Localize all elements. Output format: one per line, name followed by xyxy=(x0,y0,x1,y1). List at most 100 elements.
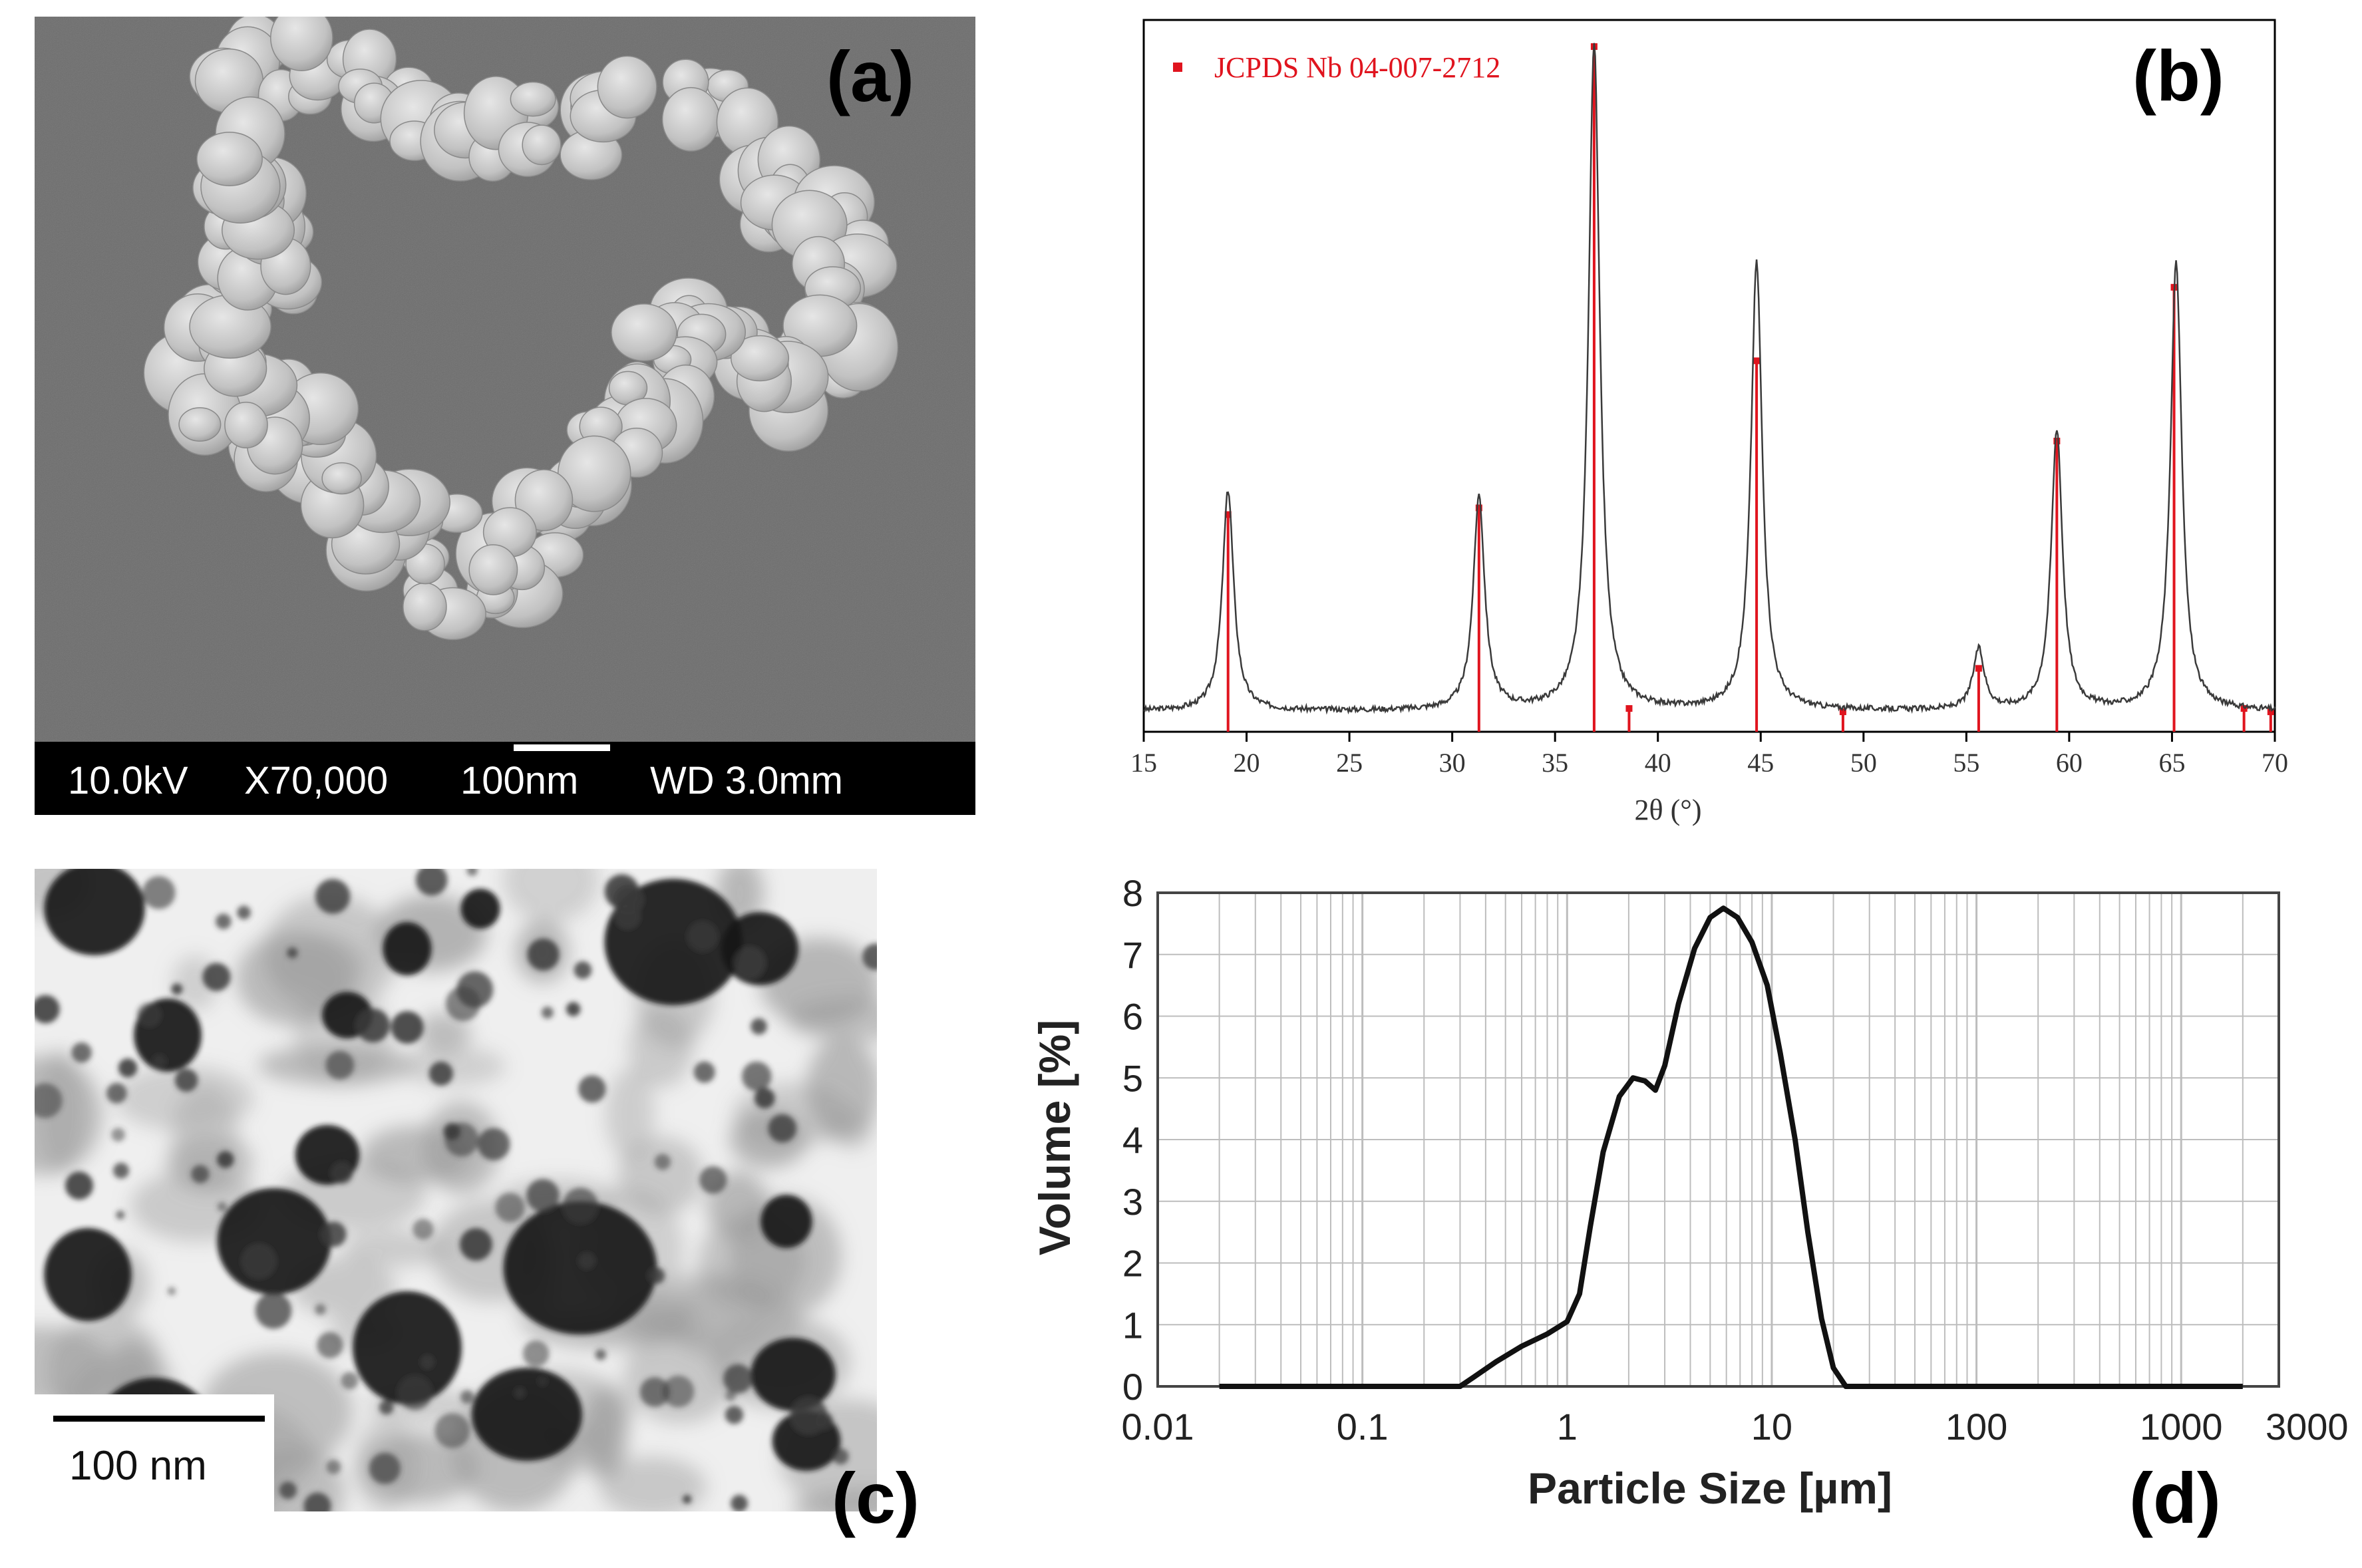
xrd-trace xyxy=(1143,43,2276,715)
tem-small-particle xyxy=(111,1128,125,1142)
particle-size-panel: 0 1 2 3 4 5 6 7 8 0.01 0.1 1 10 100 1000 3000 Volume [… xyxy=(991,871,2362,1568)
panel-label-b: (b) xyxy=(2132,35,2224,116)
tem-small-particle xyxy=(578,1075,606,1103)
tem-small-particle xyxy=(731,1495,748,1511)
tem-micrograph-panel: 100 nm xyxy=(35,869,877,1511)
tem-small-particle xyxy=(287,947,298,959)
sem-voltage: 10.0kV xyxy=(68,759,188,802)
tem-small-particle xyxy=(639,1377,670,1407)
x-tick-label: 15 xyxy=(1130,748,1157,778)
tem-small-particle xyxy=(595,1349,606,1360)
tem-small-particle xyxy=(456,971,494,1009)
tem-small-particle xyxy=(152,1054,166,1068)
tem-small-particle xyxy=(434,1412,470,1448)
sem-info-bar xyxy=(35,742,975,815)
y-axis-label: Volume [%] xyxy=(1030,1020,1079,1255)
x-tick-label: 30 xyxy=(1439,748,1466,778)
sem-grain xyxy=(510,81,556,117)
xrd-panel: 15 20 25 30 35 40 45 50 55 60 65 70 JCPDS Nb 04-007… xyxy=(1101,0,2362,845)
sem-scale-label: 100nm xyxy=(460,759,578,802)
sem-grain xyxy=(270,17,333,71)
sem-grain xyxy=(611,303,677,362)
x-tick-label: 45 xyxy=(1747,748,1774,778)
tem-particle xyxy=(760,1195,812,1248)
y-tick-label: 6 xyxy=(1122,996,1143,1038)
tem-small-particle xyxy=(255,1292,292,1329)
tem-small-particle xyxy=(35,1083,63,1118)
tem-film-region xyxy=(806,1036,877,1141)
tem-film-region xyxy=(792,1489,877,1511)
reference-marker xyxy=(1224,511,1232,518)
tem-small-particle xyxy=(477,1128,510,1161)
reference-marker xyxy=(2240,705,2248,712)
tem-small-particle xyxy=(579,1253,595,1269)
tem-film-region xyxy=(263,894,397,1015)
tem-small-particle xyxy=(315,1303,326,1315)
x-tick-label: 20 xyxy=(1234,748,1260,778)
tem-particle xyxy=(751,1338,836,1411)
tem-scale-bar xyxy=(53,1416,265,1422)
panel-label-d: (d) xyxy=(2129,1458,2221,1538)
tem-small-particle xyxy=(216,1151,234,1168)
sem-grain xyxy=(178,407,222,442)
y-tick-label: 7 xyxy=(1122,934,1143,976)
tem-small-particle xyxy=(167,1287,176,1295)
tem-particle xyxy=(44,869,145,955)
sem-grain xyxy=(196,131,263,186)
sem-grain xyxy=(597,55,657,119)
tem-small-particle xyxy=(413,1219,434,1240)
tem-small-particle xyxy=(113,1162,129,1179)
sem-grain xyxy=(468,544,518,595)
tem-small-particle xyxy=(790,1397,828,1434)
tem-small-particle xyxy=(321,1221,347,1247)
tem-scale-box xyxy=(35,1394,274,1511)
reference-sticks xyxy=(1224,43,2274,732)
tem-small-particle xyxy=(725,1390,737,1401)
panel-label-c: (c) xyxy=(832,1458,920,1538)
y-tick-label: 1 xyxy=(1122,1304,1143,1346)
tem-small-particle xyxy=(116,1210,125,1219)
tem-small-particle xyxy=(648,1267,665,1284)
reference-marker xyxy=(1839,708,1846,715)
x-axis-ticks: 15 20 25 30 35 40 45 50 55 60 65 70 xyxy=(1130,732,2288,778)
psd-chart: 0 1 2 3 4 5 6 7 8 0.01 0.1 1 10 100 1000 3000 Volume [… xyxy=(1030,872,2349,1513)
x-tick-label: 70 xyxy=(2262,748,2288,778)
tem-small-particle xyxy=(65,1172,94,1200)
tem-small-particle xyxy=(832,1448,849,1465)
x-tick-label: 100 xyxy=(1945,1406,2007,1448)
tem-film-region xyxy=(417,1012,471,1053)
reference-marker xyxy=(2267,708,2274,715)
tem-film-region xyxy=(628,1007,693,1088)
y-tick-label: 8 xyxy=(1122,872,1143,914)
tem-small-particle xyxy=(191,1165,210,1183)
tem-film-region xyxy=(341,1230,450,1267)
x-tick-label: 65 xyxy=(2158,748,2185,778)
tem-small-particle xyxy=(514,1388,525,1398)
x-tick-label: 3000 xyxy=(2266,1406,2349,1448)
tem-small-particle xyxy=(733,947,766,979)
tem-particle xyxy=(471,1368,583,1461)
x-tick-label: 35 xyxy=(1542,748,1568,778)
tem-small-particle xyxy=(202,963,231,991)
tem-small-particle xyxy=(693,1061,715,1083)
tem-small-particle xyxy=(768,1114,797,1143)
tem-small-particle xyxy=(326,1460,341,1475)
tem-film-region xyxy=(582,1388,628,1480)
sem-image: 10.0kV X70,000 100nm WD 3.0mm xyxy=(35,17,975,815)
tem-film-region xyxy=(617,1136,704,1215)
sem-working-distance: WD 3.0mm xyxy=(650,759,843,802)
x-tick-label: 10 xyxy=(1751,1406,1792,1448)
tem-small-particle xyxy=(331,1162,353,1184)
tem-film-region xyxy=(605,1068,655,1160)
tem-small-particle xyxy=(136,1003,162,1027)
sem-grain xyxy=(321,462,362,495)
tem-film-region xyxy=(729,1110,808,1168)
tem-small-particle xyxy=(428,1061,453,1086)
tem-film-region xyxy=(502,869,599,923)
tem-scale-label: 100 nm xyxy=(69,1443,207,1489)
tem-small-particle xyxy=(369,1452,401,1484)
y-tick-label: 2 xyxy=(1122,1243,1143,1285)
tem-particle xyxy=(44,1228,132,1321)
x-axis-label: Particle Size [µm] xyxy=(1528,1464,1892,1513)
tem-small-particle xyxy=(355,1008,390,1043)
